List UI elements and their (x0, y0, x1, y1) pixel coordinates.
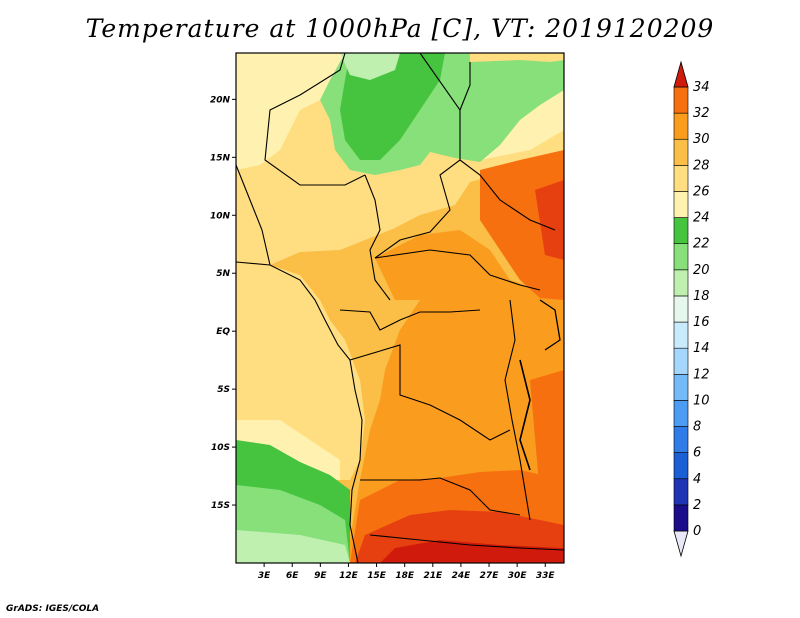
border-chad (374, 53, 461, 259)
field-36-south (380, 540, 564, 563)
lat-tick-label: 15S (211, 501, 230, 511)
map-frame (235, 52, 565, 564)
border-congo (339, 309, 481, 331)
field-34-east (535, 180, 564, 260)
colorbar-label: 12 (693, 367, 710, 382)
colorbar-segment (673, 165, 689, 192)
border-angola-zambia (360, 477, 521, 516)
lat-tick-label: 10S (211, 443, 230, 453)
field-32-southeast (530, 370, 564, 500)
colorbar-label: 16 (693, 315, 710, 330)
field-16-atlantic (236, 530, 350, 563)
colorbar-label: 0 (693, 524, 701, 539)
colorbar-segment (673, 191, 689, 218)
colorbar-segment (673, 217, 689, 245)
lake-victoria (539, 299, 561, 351)
colorbar-label: 18 (693, 289, 710, 304)
lon-tick-label: 27E (480, 571, 500, 581)
field-20-sahara (340, 53, 445, 160)
border-drc-angola (349, 344, 511, 441)
colorbar-segment (673, 138, 689, 166)
colorbar-over-triangle (673, 60, 689, 88)
border-south-sudan (459, 159, 556, 231)
lon-tick-label: 21E (423, 571, 443, 581)
lon-tick-label: 3E (258, 571, 271, 581)
lat-tick-label: 15N (210, 153, 231, 163)
colorbar-segment (673, 373, 689, 401)
colorbar-segment (673, 269, 689, 297)
lat-tick-label: 20N (210, 95, 231, 105)
colorbar-label: 26 (693, 184, 710, 199)
colorbar-label: 32 (693, 106, 710, 121)
map-title: Temperature at 1000hPa [C], VT: 20191202… (85, 14, 715, 43)
lon-tick-label: 30E (508, 571, 528, 581)
field-24-northwest (236, 53, 345, 170)
border-niger (264, 53, 366, 186)
grads-credit: GrADS: IGES/COLA (6, 604, 100, 614)
lat-tick-label: EQ (216, 327, 230, 337)
country-borders (236, 53, 564, 563)
field-16-sahara (340, 53, 400, 80)
colorbar-segment (673, 243, 689, 271)
border-nigeria-cameroon (364, 174, 391, 301)
lat-tick-label: 5N (216, 269, 230, 279)
colorbar-segment (673, 452, 689, 480)
colorbar-label: 28 (693, 158, 710, 173)
lat-tick-label: 5S (217, 385, 230, 395)
colorbar-segment (673, 295, 689, 323)
lat-tick-label: 10N (210, 211, 231, 221)
lon-tick-label: 18E (395, 571, 415, 581)
temperature-field (236, 53, 564, 563)
border-namibia (369, 534, 564, 551)
colorbar-segment (673, 321, 689, 349)
lake-tanganyika (519, 359, 531, 471)
colorbar-label: 20 (693, 263, 710, 278)
colorbar-segment (673, 504, 689, 532)
lon-tick-label: 33E (536, 571, 556, 581)
lon-tick-label: 6E (286, 571, 299, 581)
colorbar-segment (673, 400, 689, 427)
colorbar-label: 2 (693, 498, 701, 513)
colorbar-segment (673, 86, 689, 114)
colorbar-label: 10 (693, 393, 710, 408)
border-sudan-libya (459, 62, 471, 111)
colorbar-segment (673, 112, 689, 140)
longitude-axis: 3E 6E 9E 12E 15E 18E 21E 24E 27E 30E 33E (258, 563, 556, 581)
lon-tick-label: 24E (452, 571, 472, 581)
border-east (504, 299, 531, 521)
colorbar-segment (673, 426, 689, 453)
colorbar-label: 4 (693, 472, 701, 487)
colorbar-label: 24 (693, 211, 710, 226)
colorbar-segment (673, 347, 689, 375)
colorbar-label: 6 (693, 446, 701, 461)
latitude-axis: 20N 15N 10N 5N EQ 5S 10S 15S (210, 95, 236, 511)
colorbar-segment (673, 478, 689, 506)
border-car (374, 249, 541, 291)
colorbar-label: 34 (693, 80, 710, 95)
lon-tick-label: 12E (339, 571, 359, 581)
colorbar-label: 14 (693, 341, 710, 356)
colorbar-label: 30 (693, 132, 710, 147)
lon-tick-label: 9E (314, 571, 327, 581)
lon-tick-label: 15E (367, 571, 387, 581)
colorbar-label: 8 (693, 420, 701, 435)
colorbar-label: 22 (693, 237, 710, 252)
colorbar-under-triangle (673, 530, 689, 558)
border-west-africa (236, 164, 271, 266)
